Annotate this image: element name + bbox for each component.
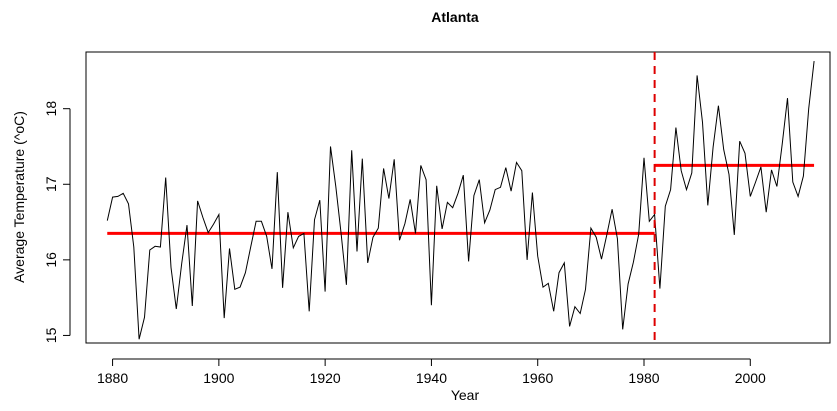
x-tick-label: 2000 xyxy=(735,370,766,386)
x-tick-label: 1880 xyxy=(97,370,128,386)
x-tick-label: 1900 xyxy=(203,370,234,386)
y-axis: 15 16 17 18 xyxy=(43,101,71,343)
temperature-series-line xyxy=(106,61,815,340)
y-tick-label: 17 xyxy=(43,176,59,192)
x-tick-label: 1920 xyxy=(310,370,341,386)
y-axis-label: Average Temperature (^oC) xyxy=(11,111,27,283)
x-tick-label: 1960 xyxy=(522,370,553,386)
x-axis-label: Year xyxy=(451,387,480,403)
x-axis: 1880 1900 1920 1940 1960 1980 2000 xyxy=(97,358,766,386)
y-tick-label: 18 xyxy=(43,101,59,117)
x-tick-label: 1980 xyxy=(628,370,659,386)
chart-title: Atlanta xyxy=(431,9,479,25)
y-tick-label: 16 xyxy=(43,252,59,268)
series-layer xyxy=(106,61,815,340)
y-tick-label: 15 xyxy=(43,327,59,343)
x-tick-label: 1940 xyxy=(416,370,447,386)
plot-frame xyxy=(85,51,831,344)
segment-means xyxy=(107,163,815,235)
